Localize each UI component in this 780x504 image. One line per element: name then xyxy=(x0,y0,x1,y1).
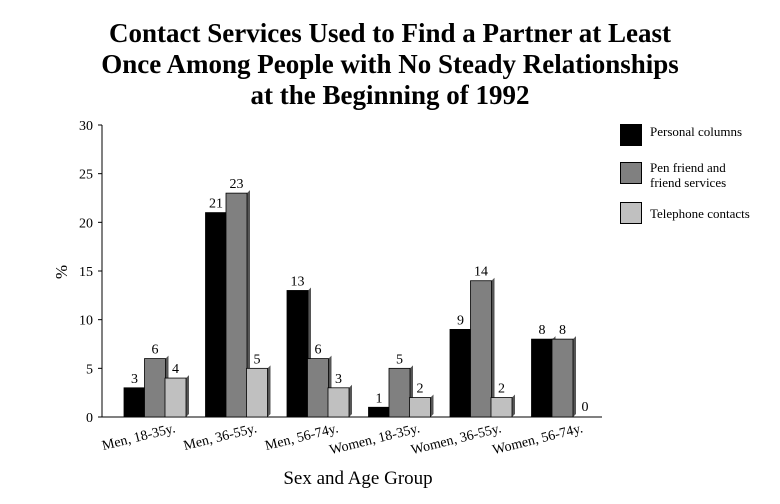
bar xyxy=(225,192,248,418)
y-tick-label: 20 xyxy=(79,216,93,231)
data-label: 3 xyxy=(335,372,342,387)
bar xyxy=(164,377,187,418)
bar xyxy=(551,338,574,418)
bar xyxy=(449,328,472,418)
legend-swatch xyxy=(620,162,642,184)
x-tick-label: Men, 18-35y. xyxy=(101,421,177,454)
data-label: 8 xyxy=(539,323,546,338)
bar xyxy=(388,367,411,418)
chart-title-line-3: at the Beginning of 1992 xyxy=(250,80,530,110)
data-label: 5 xyxy=(396,352,403,367)
chart-title-line-2: Once Among People with No Steady Relatio… xyxy=(101,49,679,79)
y-tick-label: 25 xyxy=(79,168,93,183)
bar xyxy=(368,406,390,418)
data-label: 1 xyxy=(376,391,383,406)
bar-side xyxy=(267,365,271,417)
bar-side xyxy=(430,394,434,417)
legend-swatch xyxy=(620,202,642,224)
x-tick-label: Men, 36-55y. xyxy=(182,421,258,454)
bar-side xyxy=(512,394,515,417)
data-label: 0 xyxy=(582,400,589,415)
legend-swatch xyxy=(620,124,642,146)
x-tick-label: Women, 36-55y. xyxy=(410,421,503,458)
bar xyxy=(327,387,350,418)
bar-side xyxy=(186,375,189,417)
data-label: 21 xyxy=(209,197,223,212)
data-label: 4 xyxy=(172,362,179,377)
x-tick-label: Women, 18-35y. xyxy=(328,421,421,458)
chart-title: Contact Services Used to Find a Partner … xyxy=(0,18,780,111)
bar xyxy=(246,367,268,418)
x-axis-label: Sex and Age Group xyxy=(283,468,432,489)
data-label: 3 xyxy=(131,372,138,387)
legend-label: Personal columns xyxy=(650,124,743,139)
data-label: 6 xyxy=(315,343,322,358)
bar xyxy=(490,397,513,418)
bar xyxy=(144,358,166,418)
legend-label: Pen friend and friend services xyxy=(650,160,727,190)
bar xyxy=(123,387,146,418)
data-label: 5 xyxy=(254,352,261,367)
x-tick-label: Women, 56-74y. xyxy=(491,421,584,458)
data-label: 6 xyxy=(152,343,159,358)
data-label: 23 xyxy=(230,177,244,192)
bar xyxy=(307,358,329,418)
bar xyxy=(409,397,431,418)
data-label: 13 xyxy=(291,274,305,289)
bar xyxy=(286,290,309,418)
data-label: 2 xyxy=(498,382,505,397)
data-label: 14 xyxy=(474,265,488,280)
bar xyxy=(470,280,492,418)
data-label: 8 xyxy=(559,323,566,338)
chart-title-line-1: Contact Services Used to Find a Partner … xyxy=(109,18,671,48)
y-tick-label: 0 xyxy=(86,411,93,426)
y-axis-label: % xyxy=(52,265,71,279)
bar-side xyxy=(247,190,250,417)
chart-bars xyxy=(123,190,576,418)
data-label: 9 xyxy=(457,313,464,328)
bar xyxy=(205,212,227,418)
y-tick-label: 10 xyxy=(79,314,93,329)
y-tick-label: 30 xyxy=(79,119,93,134)
y-tick-label: 5 xyxy=(86,362,93,377)
bar xyxy=(531,338,553,418)
bar-side xyxy=(573,336,576,417)
bar-side xyxy=(491,277,495,417)
legend-label: Telephone contacts xyxy=(650,206,750,221)
y-tick-label: 15 xyxy=(79,265,93,280)
bar-side xyxy=(349,384,352,417)
data-label: 2 xyxy=(417,382,424,397)
